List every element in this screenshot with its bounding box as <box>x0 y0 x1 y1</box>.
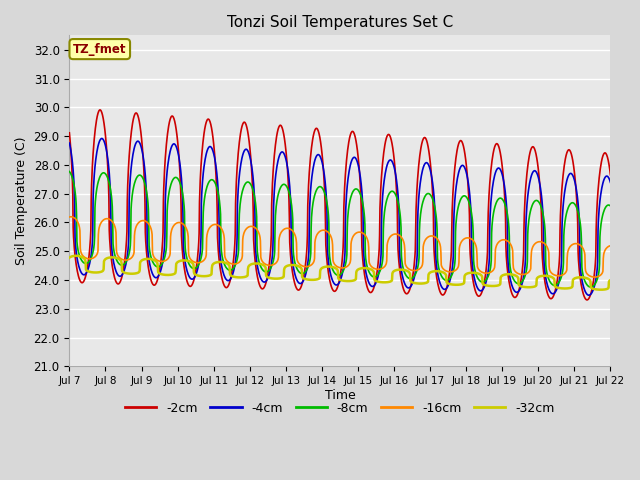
X-axis label: Time: Time <box>324 389 355 402</box>
Y-axis label: Soil Temperature (C): Soil Temperature (C) <box>15 137 28 265</box>
Text: TZ_fmet: TZ_fmet <box>73 43 127 56</box>
Title: Tonzi Soil Temperatures Set C: Tonzi Soil Temperatures Set C <box>227 15 453 30</box>
Legend: -2cm, -4cm, -8cm, -16cm, -32cm: -2cm, -4cm, -8cm, -16cm, -32cm <box>120 396 560 420</box>
